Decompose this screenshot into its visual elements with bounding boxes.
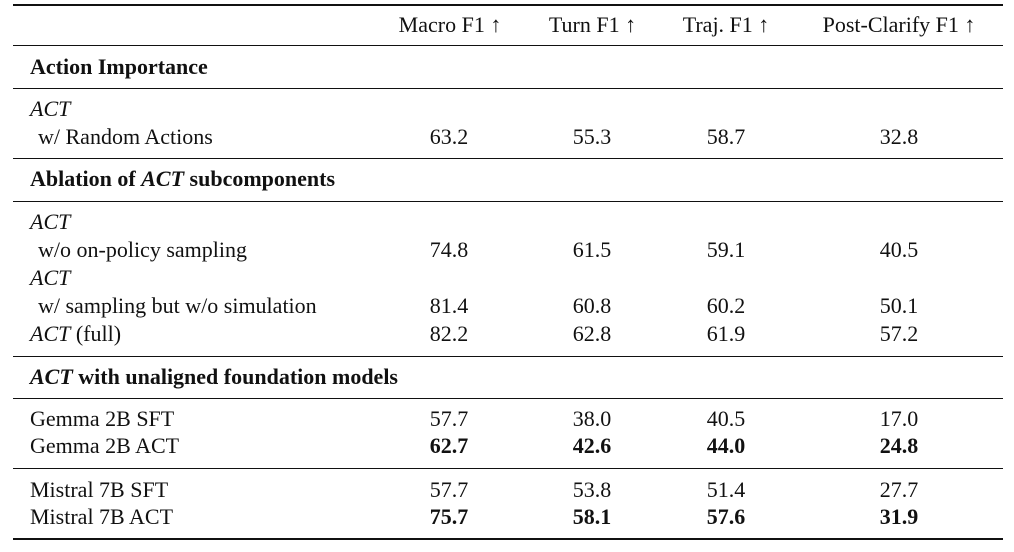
section-rule: [13, 201, 1003, 202]
bottom-rule: [13, 538, 1003, 540]
col-header-post-clarify-f1: Post-Clarify F1 ↑: [822, 12, 976, 37]
cell-post-clarify-f1: 27.7: [879, 477, 919, 502]
col-header-macro-f1: Macro F1 ↑: [398, 12, 502, 37]
cell-turn-f1: 55.3: [572, 124, 612, 149]
section-title-action-importance: Action Importance: [30, 54, 208, 79]
row-label-gemma-act: Gemma 2B ACT: [30, 433, 180, 458]
top-rule: [13, 4, 1003, 6]
cell-post-clarify-f1: 40.5: [879, 237, 919, 262]
cell-macro-f1: 74.8: [429, 237, 469, 262]
row-label-act-full: ACT (full): [30, 321, 122, 346]
section-rule: [13, 88, 1003, 89]
cell-macro-f1: 82.2: [429, 321, 469, 346]
cell-macro-f1: 63.2: [429, 124, 469, 149]
cell-turn-f1: 62.8: [572, 321, 612, 346]
row-label-act: ACT: [30, 96, 71, 121]
col-header-turn-f1: Turn F1 ↑: [548, 12, 637, 37]
row-label-no-simulation: w/ sampling but w/o simulation: [38, 293, 317, 318]
cell-post-clarify-f1: 50.1: [879, 293, 919, 318]
cell-turn-f1: 38.0: [572, 406, 612, 431]
cell-macro-f1: 81.4: [429, 293, 469, 318]
cell-traj-f1: 60.2: [706, 293, 746, 318]
row-label-random-actions: w/ Random Actions: [38, 124, 213, 149]
cell-traj-f1-best: 57.6: [706, 504, 746, 529]
cell-traj-f1: 40.5: [706, 406, 746, 431]
section-rule: [13, 398, 1003, 399]
cell-turn-f1: 53.8: [572, 477, 612, 502]
cell-turn-f1-best: 42.6: [572, 433, 612, 458]
cell-traj-f1: 51.4: [706, 477, 746, 502]
section-title-ablation: Ablation of ACT subcomponents: [30, 166, 336, 191]
cell-turn-f1-best: 58.1: [572, 504, 612, 529]
cell-macro-f1: 57.7: [429, 477, 469, 502]
cell-post-clarify-f1-best: 24.8: [879, 433, 919, 458]
row-label-mistral-sft: Mistral 7B SFT: [30, 477, 169, 502]
cell-turn-f1: 60.8: [572, 293, 612, 318]
row-label-act: ACT: [30, 209, 71, 234]
cell-post-clarify-f1-best: 31.9: [879, 504, 919, 529]
row-label-gemma-sft: Gemma 2B SFT: [30, 406, 175, 431]
row-label-act: ACT: [30, 265, 71, 290]
cell-post-clarify-f1: 57.2: [879, 321, 919, 346]
header-rule: [13, 45, 1003, 46]
cell-traj-f1: 61.9: [706, 321, 746, 346]
cell-traj-f1: 59.1: [706, 237, 746, 262]
cell-post-clarify-f1: 32.8: [879, 124, 919, 149]
cell-post-clarify-f1: 17.0: [879, 406, 919, 431]
cell-macro-f1-best: 62.7: [429, 433, 469, 458]
cell-turn-f1: 61.5: [572, 237, 612, 262]
section-rule: [13, 158, 1003, 159]
row-label-no-onpolicy: w/o on-policy sampling: [38, 237, 247, 262]
col-header-traj-f1: Traj. F1 ↑: [682, 12, 770, 37]
cell-macro-f1-best: 75.7: [429, 504, 469, 529]
cell-traj-f1-best: 44.0: [706, 433, 746, 458]
cell-traj-f1: 58.7: [706, 124, 746, 149]
section-rule: [13, 356, 1003, 357]
section-title-unaligned: ACT with unaligned foundation models: [30, 364, 398, 389]
row-label-mistral-act: Mistral 7B ACT: [30, 504, 174, 529]
cell-macro-f1: 57.7: [429, 406, 469, 431]
group-rule: [13, 468, 1003, 469]
